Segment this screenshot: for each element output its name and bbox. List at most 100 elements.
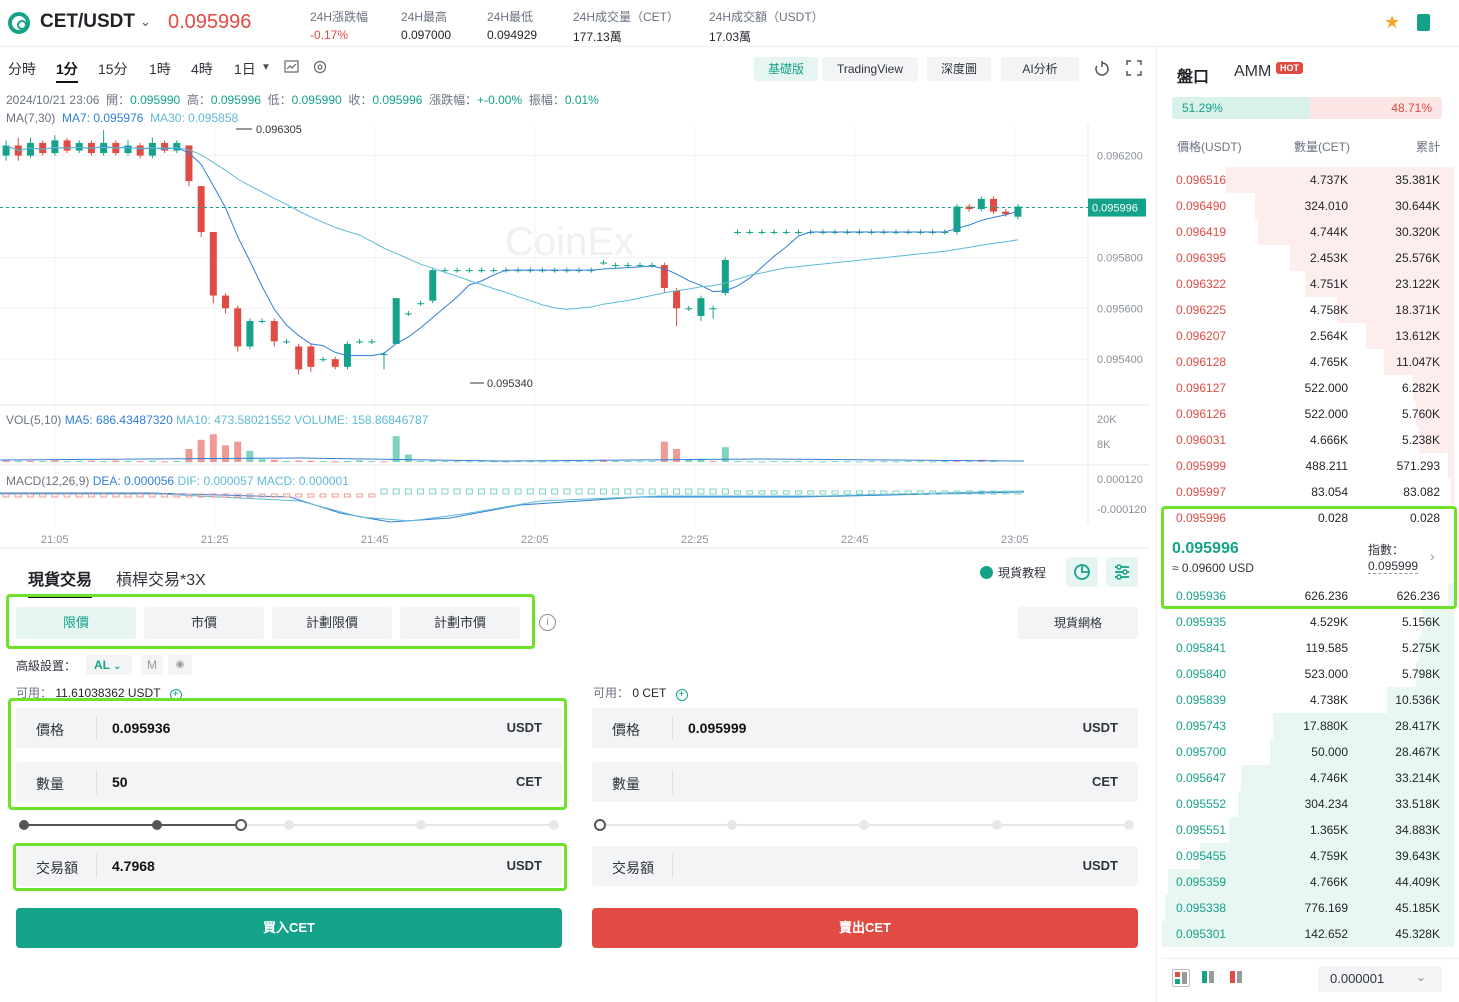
info-icon[interactable]: i — [539, 614, 556, 631]
bid-row[interactable]: 0.095338 776.169 45.185K — [1162, 895, 1454, 921]
ask-row[interactable]: 0.096516 4.737K 35.381K — [1162, 167, 1454, 193]
order-type-1[interactable]: 市價 — [144, 607, 264, 639]
chevron-down-icon[interactable]: ⌄ — [140, 14, 151, 29]
view-asks-icon[interactable] — [1228, 969, 1246, 987]
guide-book-icon[interactable] — [1417, 14, 1430, 31]
timeframe-1[interactable]: 1分 — [56, 59, 78, 83]
sell-slider-handle[interactable] — [594, 819, 606, 831]
index-value[interactable]: 0.095999 — [1368, 559, 1419, 574]
bid-row[interactable]: 0.095551 1.365K 34.883K — [1162, 817, 1454, 843]
candle-body — [612, 265, 620, 267]
tab-spot-trading[interactable]: 現貨交易 — [28, 566, 93, 598]
bid-row[interactable]: 0.095935 4.529K 5.156K — [1162, 609, 1454, 635]
sell-quantity-field[interactable]: 數量 CET — [592, 762, 1138, 802]
bid-row[interactable]: 0.095359 4.766K 44.409K — [1162, 869, 1454, 895]
timeframe-3[interactable]: 1時 — [149, 61, 171, 77]
buy-slider-stop-2[interactable] — [284, 820, 294, 830]
price-chart[interactable]: CoinEx 0.096200 0.095800 0.095600 0.095400 0.… — [0, 125, 1150, 550]
ask-row[interactable]: 0.096490 324.010 30.644K — [1162, 193, 1454, 219]
ask-row[interactable]: 0.096322 4.751K 23.122K — [1162, 271, 1454, 297]
timeframe-4[interactable]: 4時 — [191, 61, 213, 77]
view-both-icon[interactable] — [1172, 969, 1190, 987]
precision-select[interactable]: 0.000001 — [1318, 966, 1442, 992]
bid-row[interactable]: 0.095647 4.746K 33.214K — [1162, 765, 1454, 791]
timeframe-2[interactable]: 15分 — [98, 61, 128, 77]
indicator-icon[interactable] — [284, 59, 302, 77]
bid-row[interactable]: 0.095552 304.234 33.518K — [1162, 791, 1454, 817]
favorite-star-icon[interactable]: ★ — [1384, 12, 1401, 32]
ask-row[interactable]: 0.096031 4.666K 5.238K — [1162, 427, 1454, 453]
ask-row[interactable]: 0.096395 2.453K 25.576K — [1162, 245, 1454, 271]
order-type-2[interactable]: 計劃限價 — [272, 607, 392, 639]
advanced-al-select[interactable]: AL ⌄ — [86, 655, 132, 675]
chart-view-tab-2[interactable]: 深度圖 — [927, 57, 991, 81]
chart-view-tab-3[interactable]: AI分析 — [1001, 57, 1079, 81]
buy-price-value[interactable]: 0.095936 — [112, 720, 171, 736]
order-type-3[interactable]: 計劃市價 — [400, 607, 520, 639]
sell-slider-stop-2[interactable] — [859, 820, 869, 830]
volume-bar — [465, 461, 473, 463]
order-type-0[interactable]: 限價 — [16, 607, 136, 639]
ask-row[interactable]: 0.096207 2.564K 13.612K — [1162, 323, 1454, 349]
chevron-right-icon[interactable]: › — [1430, 548, 1435, 564]
buy-slider-stop-3[interactable] — [416, 820, 426, 830]
timeframe-0[interactable]: 分時 — [8, 61, 36, 77]
chart-view-tab-0[interactable]: 基礎版 — [754, 57, 818, 81]
sell-slider-stop-1[interactable] — [727, 820, 737, 830]
pair-selector[interactable]: CET/USDT — [40, 11, 135, 32]
ask-row[interactable]: 0.096419 4.744K 30.320K — [1162, 219, 1454, 245]
buy-amount-field[interactable]: 交易額 4.7968 USDT — [16, 846, 562, 886]
settings-icon[interactable] — [312, 59, 330, 77]
fullscreen-icon[interactable] — [1126, 60, 1142, 79]
tab-margin-trading[interactable]: 槓桿交易*3X — [116, 572, 206, 589]
bid-row[interactable]: 0.095841 119.585 5.275K — [1162, 635, 1454, 661]
buy-slider-stop-4[interactable] — [549, 820, 559, 830]
ask-row[interactable]: 0.096225 4.758K 18.371K — [1162, 297, 1454, 323]
ask-row[interactable]: 0.095997 83.054 83.082 — [1162, 479, 1454, 505]
buy-amount-value[interactable]: 4.7968 — [112, 858, 155, 874]
bid-row[interactable]: 0.095301 142.652 45.328K — [1162, 921, 1454, 947]
buy-quantity-value[interactable]: 50 — [112, 774, 128, 790]
pie-chart-icon[interactable] — [1066, 557, 1098, 587]
bid-row[interactable]: 0.095840 523.000 5.798K — [1162, 661, 1454, 687]
buy-slider-stop-0[interactable] — [19, 820, 29, 830]
ask-row[interactable]: 0.096128 4.765K 11.047K — [1162, 349, 1454, 375]
coinex-logo-icon[interactable] — [8, 12, 30, 34]
buy-button[interactable]: 買入CET — [16, 908, 562, 948]
candle-body — [246, 321, 254, 347]
buy-price-field[interactable]: 價格 0.095936 USDT — [16, 708, 562, 748]
tab-amm[interactable]: AMM — [1234, 63, 1272, 80]
add-funds-icon[interactable]: + — [675, 689, 688, 701]
sell-price-value[interactable]: 0.095999 — [688, 720, 747, 736]
eye-icon[interactable]: ◉ — [168, 655, 192, 675]
sell-slider-stop-3[interactable] — [992, 820, 1002, 830]
ask-row[interactable]: 0.096126 522.000 5.760K — [1162, 401, 1454, 427]
spot-tutorial-link[interactable]: 現貨教程 — [980, 564, 1046, 581]
sell-price-field[interactable]: 價格 0.095999 USDT — [592, 708, 1138, 748]
bid-row[interactable]: 0.095743 17.880K 28.417K — [1162, 713, 1454, 739]
chart-view-tab-1[interactable]: TradingView — [822, 57, 918, 81]
macd-histogram-bar — [173, 493, 181, 498]
ask-row[interactable]: 0.095999 488.211 571.293 — [1162, 453, 1454, 479]
sliders-icon[interactable] — [1106, 557, 1138, 587]
buy-quantity-field[interactable]: 數量 50 CET — [16, 762, 562, 802]
sell-slider-stop-4[interactable] — [1124, 820, 1134, 830]
chevron-down-icon[interactable]: ⌄ — [1416, 970, 1427, 984]
buy-slider-stop-1[interactable] — [152, 820, 162, 830]
refresh-icon[interactable] — [1093, 60, 1111, 81]
ask-row[interactable]: 0.095996 0.028 0.028 — [1162, 505, 1454, 531]
view-bids-icon[interactable] — [1200, 969, 1218, 987]
buy-slider-handle[interactable] — [235, 819, 247, 831]
bid-row[interactable]: 0.095455 4.759K 39.643K — [1162, 843, 1454, 869]
spot-grid-button[interactable]: 現貨網格 — [1018, 607, 1138, 639]
advanced-m-toggle[interactable]: M — [141, 655, 163, 675]
timeframe-5[interactable]: 1日 — [234, 61, 256, 77]
sell-amount-field[interactable]: 交易額 USDT — [592, 846, 1138, 886]
tab-orderbook[interactable]: 盤口 — [1177, 69, 1210, 86]
bid-row[interactable]: 0.095839 4.738K 10.536K — [1162, 687, 1454, 713]
bid-row[interactable]: 0.095700 50.000 28.467K — [1162, 739, 1454, 765]
bid-row[interactable]: 0.095936 626.236 626.236 — [1162, 583, 1454, 609]
caret-down-icon[interactable]: ▼ — [261, 62, 271, 73]
ask-row[interactable]: 0.096127 522.000 6.282K — [1162, 375, 1454, 401]
sell-button[interactable]: 賣出CET — [592, 908, 1138, 948]
